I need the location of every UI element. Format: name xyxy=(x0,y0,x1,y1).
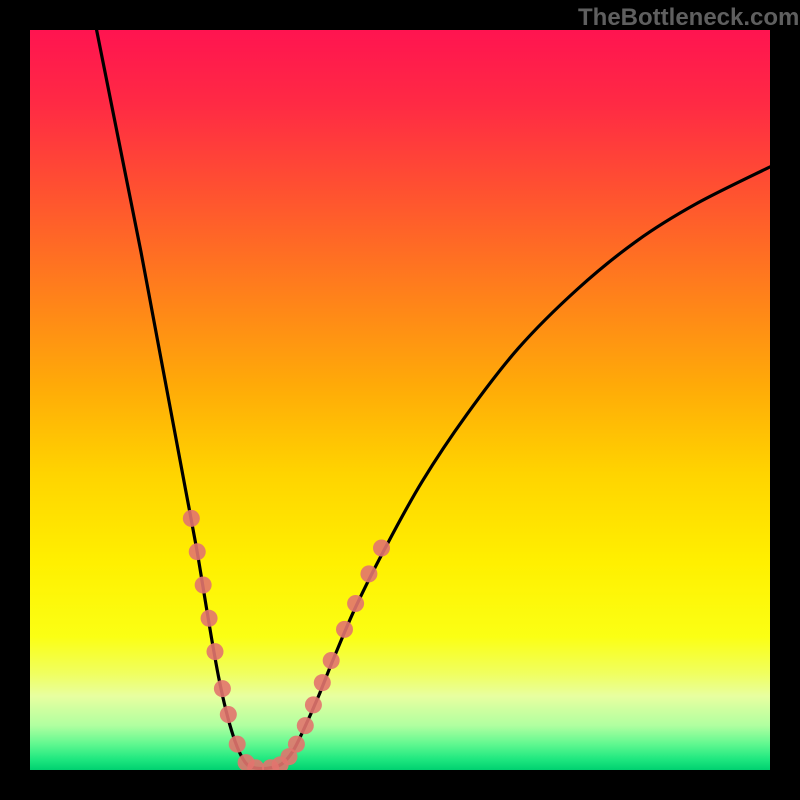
chart-svg xyxy=(30,30,770,770)
data-point-marker xyxy=(297,717,314,734)
chart-frame: TheBottleneck.com xyxy=(0,0,800,800)
data-point-marker xyxy=(220,706,237,723)
data-point-marker xyxy=(195,577,212,594)
data-point-marker xyxy=(323,652,340,669)
data-point-marker xyxy=(305,696,322,713)
data-point-marker xyxy=(347,595,364,612)
data-point-marker xyxy=(207,643,224,660)
bottleneck-curve xyxy=(97,30,770,769)
data-point-marker xyxy=(183,510,200,527)
data-point-marker xyxy=(373,540,390,557)
data-point-marker xyxy=(360,565,377,582)
plot-area xyxy=(30,30,770,770)
data-point-marker xyxy=(189,543,206,560)
watermark-text: TheBottleneck.com xyxy=(578,4,799,32)
data-point-marker xyxy=(336,621,353,638)
data-point-marker xyxy=(314,674,331,691)
data-point-marker xyxy=(201,610,218,627)
data-point-marker xyxy=(214,680,231,697)
data-point-marker xyxy=(288,736,305,753)
data-point-marker xyxy=(229,736,246,753)
